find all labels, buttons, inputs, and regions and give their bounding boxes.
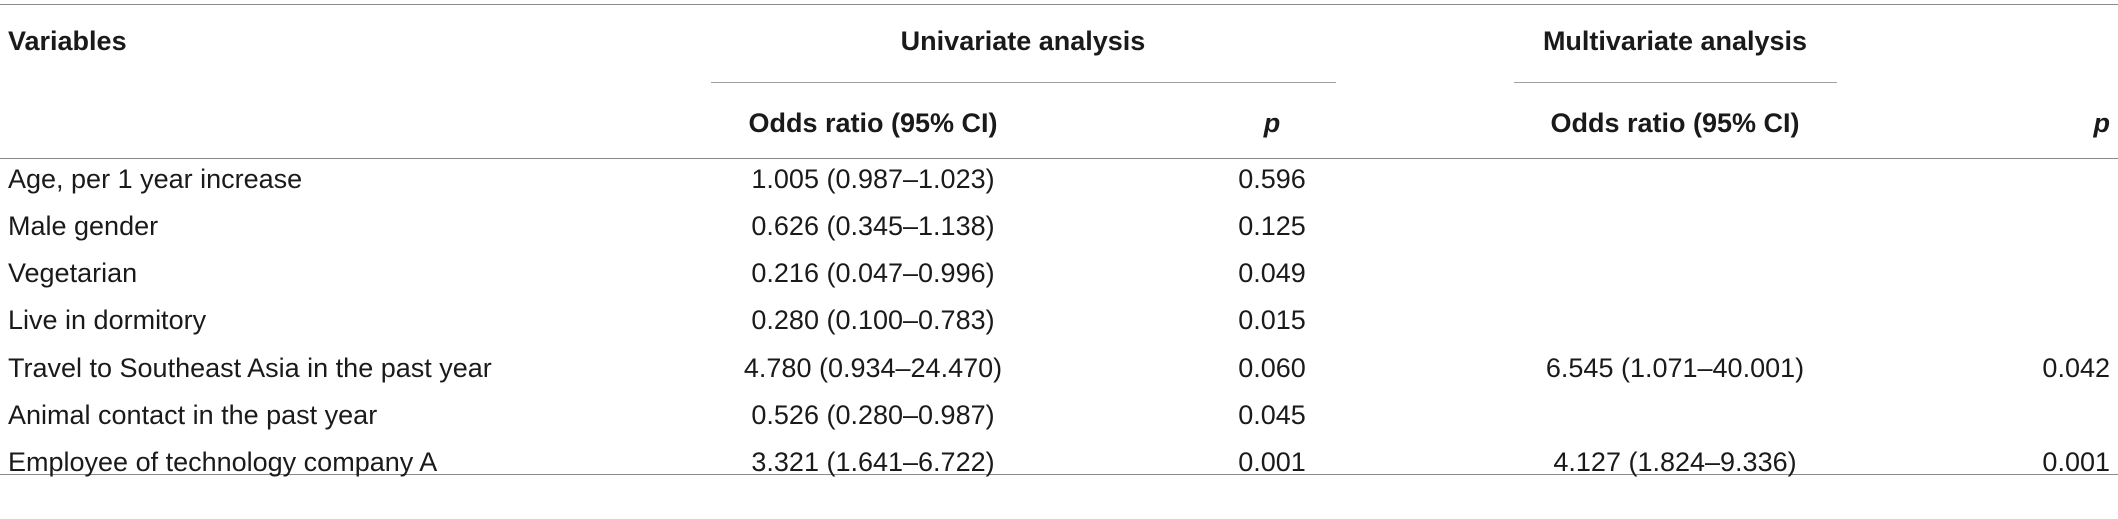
cell-univariate-or: 1.005 (0.987–1.023) bbox=[751, 164, 995, 194]
cell-univariate-or: 4.780 (0.934–24.470) bbox=[743, 353, 1003, 383]
cell-univariate-p: 0.049 bbox=[1238, 258, 1306, 288]
header-univariate-p: p bbox=[1263, 108, 1281, 138]
cell-variable: Animal contact in the past year bbox=[8, 400, 378, 430]
cell-univariate-p: 0.060 bbox=[1238, 353, 1306, 383]
header-multivariate-p: p bbox=[2093, 108, 2111, 138]
cell-univariate-or: 3.321 (1.641–6.722) bbox=[751, 447, 995, 477]
cell-univariate-or: 0.626 (0.345–1.138) bbox=[751, 211, 995, 241]
header-univariate: Univariate analysis bbox=[900, 26, 1146, 56]
cell-univariate-or: 0.280 (0.100–0.783) bbox=[751, 305, 995, 335]
header-multivariate: Multivariate analysis bbox=[1542, 26, 1808, 56]
top-rule bbox=[0, 4, 2118, 5]
header-bottom-rule bbox=[0, 158, 2118, 159]
cell-univariate-p: 0.125 bbox=[1238, 211, 1306, 241]
cell-univariate-p: 0.001 bbox=[1238, 447, 1306, 477]
cell-multivariate-or: 4.127 (1.824–9.336) bbox=[1553, 447, 1797, 477]
cell-univariate-or: 0.526 (0.280–0.987) bbox=[751, 400, 995, 430]
cell-multivariate-p: 0.042 bbox=[2042, 353, 2110, 383]
cell-multivariate-p: 0.001 bbox=[2042, 447, 2110, 477]
header-multivariate-or: Odds ratio (95% CI) bbox=[1550, 108, 1800, 138]
header-univariate-or: Odds ratio (95% CI) bbox=[748, 108, 998, 138]
cell-variable: Live in dormitory bbox=[8, 305, 207, 335]
cell-univariate-p: 0.015 bbox=[1238, 305, 1306, 335]
cell-variable: Vegetarian bbox=[8, 258, 138, 288]
univariate-underline bbox=[711, 82, 1336, 83]
cell-univariate-p: 0.045 bbox=[1238, 400, 1306, 430]
multivariate-underline bbox=[1514, 82, 1837, 83]
cell-variable: Travel to Southeast Asia in the past yea… bbox=[8, 353, 492, 383]
cell-univariate-p: 0.596 bbox=[1238, 164, 1306, 194]
cell-variable: Employee of technology company A bbox=[8, 447, 438, 477]
header-variables: Variables bbox=[8, 26, 127, 56]
cell-univariate-or: 0.216 (0.047–0.996) bbox=[751, 258, 995, 288]
cell-variable: Male gender bbox=[8, 211, 159, 241]
cell-variable: Age, per 1 year increase bbox=[8, 164, 303, 194]
cell-multivariate-or: 6.545 (1.071–40.001) bbox=[1545, 353, 1805, 383]
bottom-rule bbox=[0, 474, 2118, 475]
